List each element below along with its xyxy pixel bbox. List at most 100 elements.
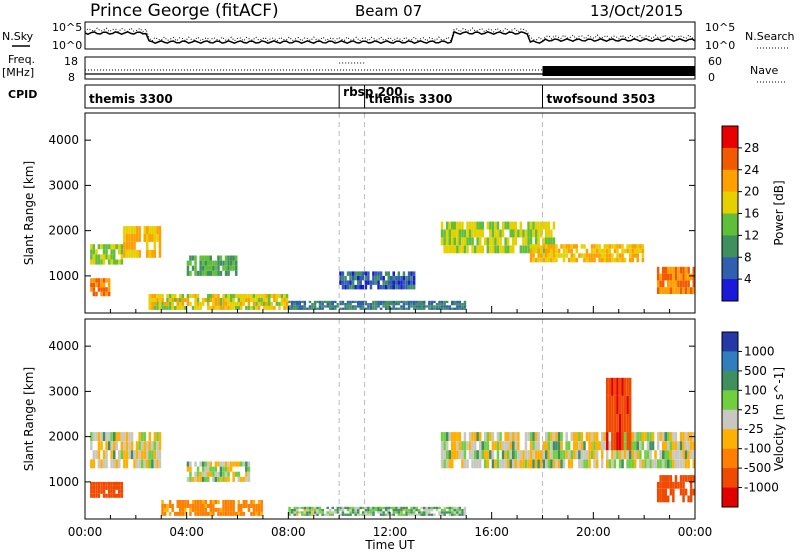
freq-label-2: [MHz] [2,66,34,79]
heatmap-cell [303,300,307,304]
heatmap-cell [687,475,690,482]
heatmap-cell [372,303,375,306]
heatmap-cell [275,301,279,306]
heatmap-cell [296,513,299,516]
heatmap-cell [451,221,454,230]
heatmap-cell [504,245,507,254]
heatmap-cell [529,221,533,230]
heatmap-cell [616,257,619,263]
heatmap-cell [451,513,454,516]
heatmap-cell [468,450,472,460]
heatmap-cell [440,432,444,442]
heatmap-cell [519,221,523,230]
heatmap-cell [440,513,444,516]
heatmap-cell [146,234,149,242]
heatmap-cell [245,504,248,508]
heatmap-cell [194,265,197,271]
heatmap-cell [537,253,540,258]
heatmap-cell [339,275,342,281]
heatmap-cell [479,221,482,230]
heatmap-cell [209,305,212,310]
heatmap-cell [524,450,528,460]
heatmap-cell [283,294,286,298]
heatmap-cell [252,301,256,306]
heatmap-cell [608,244,612,249]
heatmap-cell [552,459,556,469]
freq-label-1: Freq. [8,53,35,66]
heatmap-cell [120,249,124,255]
heatmap-cell [537,257,540,263]
heatmap-cell [456,221,459,230]
cpid-segment-label: themis 3300 [369,92,453,106]
heatmap-cell [270,294,273,298]
heatmap-cell [153,441,157,451]
heatmap-cell [158,294,162,298]
heatmap-cell [341,303,345,306]
heatmap-cell [296,305,299,308]
heatmap-cell [684,432,688,442]
heatmap-cell [382,305,385,308]
heatmap-cell [611,432,614,451]
heatmap-cell [428,509,431,512]
heatmap-cell [570,432,573,442]
heatmap-cell [110,259,113,265]
heatmap-cell [517,441,520,451]
heatmap-cell [367,513,370,516]
heatmap-cell [623,450,627,460]
heatmap-cell [288,509,291,512]
heatmap-cell [649,432,652,442]
heatmap-cell [344,506,347,510]
heatmap-cell [387,513,390,516]
heatmap-cell [634,244,637,249]
heatmap-cell [402,284,406,290]
heatmap-cell [240,511,243,516]
heatmap-cell [595,253,599,258]
heatmap-cell [400,506,403,510]
heatmap-cell [608,248,612,254]
heatmap-cell [501,229,505,238]
heatmap-cell [138,234,141,242]
heatmap-cell [400,307,403,310]
heatmap-cell [166,294,169,298]
heatmap-cell [410,275,413,281]
heatmap-cell [235,305,238,310]
heatmap-cell [339,307,342,310]
heatmap-cell [354,307,357,310]
heatmap-cell [473,245,477,254]
heatmap-cell [247,461,251,467]
heatmap-cell [570,253,573,258]
heatmap-cell [461,513,464,516]
heatmap-cell [410,300,413,304]
heatmap-cell [384,305,388,308]
heatmap-cell [92,249,96,255]
heatmap-cell [318,300,322,304]
heatmap-cell [387,275,390,281]
heatmap-cell [679,459,683,469]
heatmap-cell [395,300,398,304]
heatmap-cell [458,506,462,510]
heatmap-cell [679,266,683,274]
heatmap-cell [97,489,101,494]
heatmap-cell [260,294,263,298]
heatmap-cell [217,476,220,482]
heatmap-cell [138,249,141,258]
heatmap-cell [606,257,609,263]
heatmap-cell [377,275,380,281]
heatmap-cell [130,450,134,460]
heatmap-cell [400,305,403,308]
heatmap-cell [189,301,192,306]
heatmap-cell [623,395,627,414]
heatmap-cell [667,475,670,482]
heatmap-cell [349,280,352,285]
heatmap-cell [684,450,688,460]
heatmap-cell [692,441,695,451]
heatmap-cell [189,260,192,266]
heatmap-cell [496,432,500,442]
heatmap-cell [245,471,248,477]
heatmap-cell [250,305,253,310]
heatmap-cell [626,432,629,451]
heatmap-cell [92,259,96,265]
heatmap-cell [214,270,218,276]
heatmap-cell [146,242,149,250]
heatmap-cell [212,507,215,512]
